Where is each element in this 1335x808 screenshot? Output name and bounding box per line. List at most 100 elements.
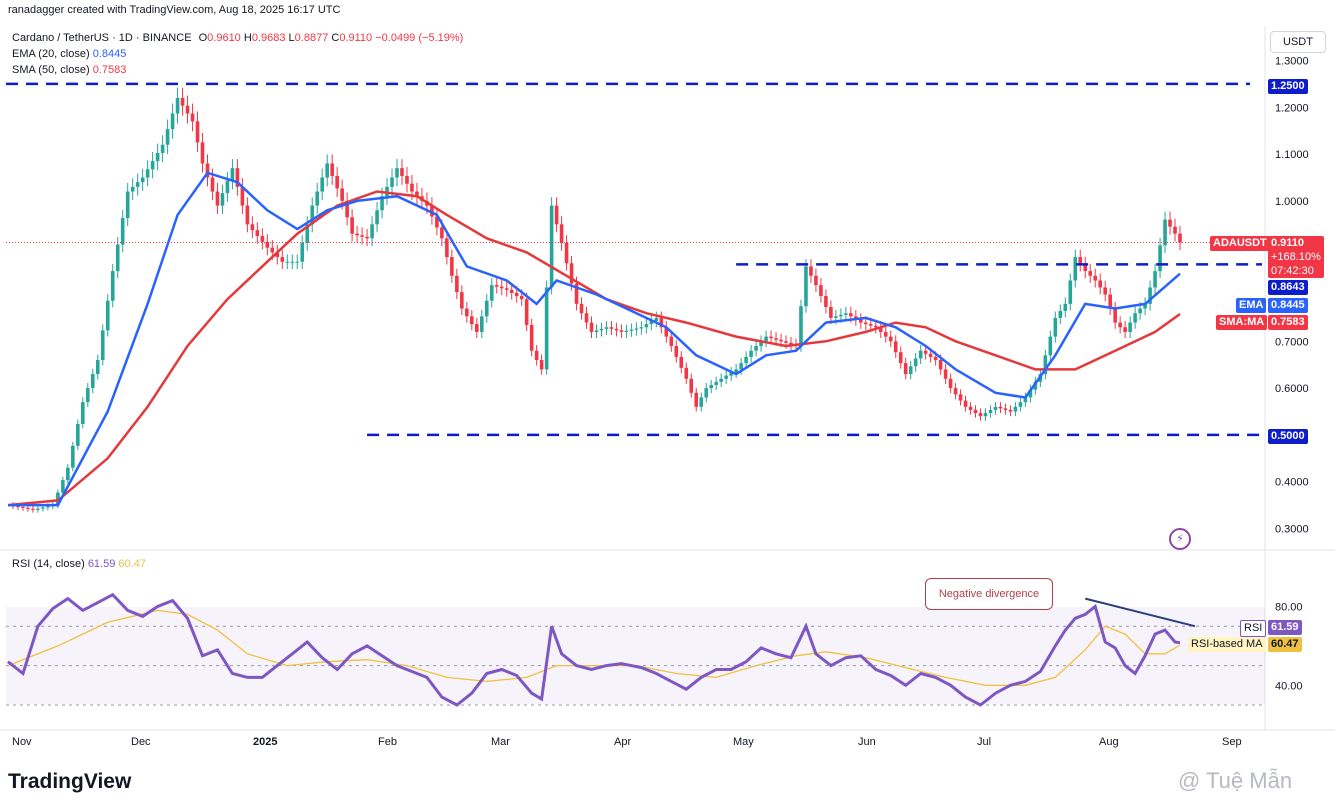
candle-body: [41, 507, 45, 509]
candle-body: [195, 121, 200, 143]
candle-body: [26, 507, 30, 509]
candle-body: [225, 180, 230, 194]
candle-body: [873, 325, 878, 328]
ema-legend[interactable]: EMA (20, close) 0.8445: [12, 48, 126, 60]
candle-body: [295, 261, 300, 263]
candle-body: [669, 336, 674, 346]
candle-body: [320, 177, 324, 192]
time-tick-label: Dec: [131, 736, 151, 748]
candle-body: [260, 236, 265, 242]
candle-body: [714, 381, 718, 385]
candle-body: [769, 336, 773, 339]
candle-body: [709, 384, 713, 389]
time-tick-label: Aug: [1099, 736, 1119, 748]
candle-body: [1023, 397, 1028, 403]
candle-body: [455, 275, 459, 293]
candle-body: [1133, 313, 1137, 323]
candle-body: [754, 345, 758, 351]
candle-body: [1098, 280, 1103, 288]
tradingview-logo[interactable]: TradingView: [8, 770, 132, 793]
change-value: −0.0499 (−5.19%): [375, 32, 464, 44]
candle-body: [445, 238, 449, 258]
horizontal-levels[interactable]: [6, 82, 1265, 437]
candle-body: [1148, 287, 1152, 304]
candle-body: [993, 406, 998, 410]
candle-body: [644, 324, 649, 328]
candle-body: [1088, 271, 1093, 276]
lightning-icon[interactable]: ⚡: [1169, 528, 1191, 550]
candle-body: [579, 303, 584, 314]
candle-body: [1173, 226, 1177, 234]
candle-body: [1113, 308, 1117, 323]
candle-body: [719, 378, 723, 382]
open-value: 0.9610: [207, 32, 241, 44]
candle-body: [150, 161, 155, 170]
close-value: 0.9110: [339, 32, 373, 44]
symbol-legend[interactable]: Cardano / TetherUS · 1D · BINANCE O0.961…: [12, 32, 463, 44]
candle-body: [120, 218, 125, 245]
candle-body: [599, 328, 604, 331]
candle-body: [175, 97, 180, 114]
candle-body: [240, 186, 245, 206]
price-tick-label: 1.1000: [1275, 149, 1309, 161]
candle-body: [1033, 381, 1038, 390]
candle-body: [410, 183, 414, 192]
candle-body: [504, 288, 509, 290]
axis-labels: 1.3000 1.2000 1.1000 1.0000 0.7000 0.6000 0.40…: [12, 56, 1309, 749]
ema-legend-value: 0.8445: [92, 48, 127, 60]
candle-body: [1003, 408, 1008, 410]
candlesticks: [11, 87, 1182, 513]
candle-body: [300, 243, 305, 262]
candle-body: [305, 224, 310, 244]
candle-body: [365, 236, 369, 239]
candle-body: [589, 322, 594, 332]
candle-body: [784, 341, 788, 343]
candle-body: [519, 296, 524, 300]
negative-divergence-callout[interactable]: Negative divergence: [925, 578, 1053, 610]
candle-body: [270, 247, 275, 253]
candle-body: [1168, 219, 1172, 227]
candle-body: [470, 316, 474, 325]
candle-body: [61, 480, 65, 493]
candle-body: [95, 360, 100, 375]
candle-body: [774, 338, 778, 340]
candle-body: [983, 413, 988, 417]
candle-body: [544, 287, 549, 370]
candle-body: [235, 168, 240, 187]
price-tick-label: 1.2000: [1275, 102, 1309, 114]
candle-body: [888, 336, 893, 342]
sma-name-tag: SMA:MA: [1216, 315, 1268, 330]
candle-body: [1163, 219, 1167, 246]
currency-button[interactable]: USDT: [1270, 31, 1326, 53]
price-tick-label: 0.3000: [1275, 524, 1309, 536]
sma-legend[interactable]: SMA (50, close) 0.7583: [12, 64, 126, 76]
rsi-name-tag: RSI: [1240, 620, 1267, 637]
candle-body: [933, 356, 938, 361]
candle-body: [679, 356, 684, 368]
candle-body: [1103, 287, 1107, 295]
candle-body: [1048, 336, 1053, 356]
candle-body: [200, 142, 205, 164]
candle-body: [918, 350, 923, 359]
candle-body: [564, 243, 569, 264]
candle-body: [704, 388, 709, 398]
candle-body: [435, 216, 439, 228]
rsi-tick-label: 40.00: [1275, 680, 1303, 692]
candle-body: [430, 205, 434, 217]
candle-body: [494, 285, 499, 287]
candle-body: [145, 169, 150, 178]
candle-body: [659, 317, 664, 328]
candle-body: [205, 163, 210, 178]
level-resistance-tag: 0.8643: [1268, 280, 1308, 295]
candle-body: [883, 331, 888, 337]
candle-body: [514, 292, 519, 297]
candle-body: [814, 275, 818, 286]
rsi-legend[interactable]: RSI (14, close) 61.59 60.47: [12, 558, 146, 570]
rsi-ma-line: [7, 609, 1181, 686]
candle-body: [325, 163, 329, 178]
candle-body: [1068, 280, 1073, 304]
candle-body: [71, 445, 75, 468]
candle-body: [1093, 275, 1098, 281]
candle-body: [978, 413, 983, 417]
